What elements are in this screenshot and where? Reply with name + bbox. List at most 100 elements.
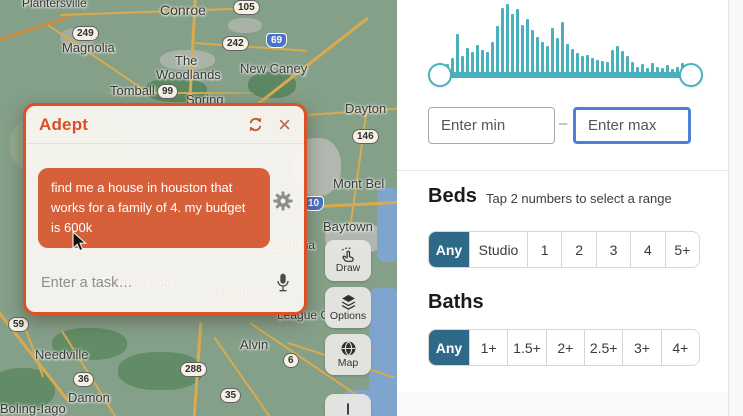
map-place-label: Conroe	[160, 2, 206, 18]
panel-bottom-area	[397, 392, 728, 416]
beds-option-4[interactable]: 4	[631, 232, 666, 267]
map-place-label: Needville	[35, 347, 89, 362]
settings-button[interactable]	[272, 190, 294, 217]
histogram-bar	[561, 22, 564, 72]
gear-icon	[273, 191, 293, 211]
histogram-bar	[511, 14, 514, 72]
baths-option-1plus[interactable]: 1+	[470, 330, 509, 365]
section-divider	[397, 170, 728, 171]
price-range-separator: –	[559, 115, 568, 132]
map-place-label: The	[175, 53, 198, 68]
beds-option-5plus[interactable]: 5+	[665, 232, 699, 267]
histogram-bar	[601, 61, 604, 72]
route-shield-icon: 146	[352, 129, 379, 144]
page-edge-strip	[728, 0, 743, 416]
map-place-label: Baytown	[323, 219, 373, 234]
histogram-bar	[591, 58, 594, 72]
mic-button[interactable]	[275, 272, 291, 294]
histogram-bar	[656, 67, 659, 72]
map-place-label: Plantersville	[22, 0, 87, 10]
task-input[interactable]	[39, 274, 275, 292]
histogram-bar	[501, 8, 504, 72]
globe-icon	[341, 341, 355, 356]
price-min-input[interactable]	[428, 107, 555, 144]
histogram-bar	[616, 46, 619, 72]
beds-option-2[interactable]: 2	[562, 232, 597, 267]
task-input-row	[39, 262, 291, 304]
options-button-label: Options	[329, 309, 367, 322]
mouse-cursor	[72, 231, 87, 252]
map-place-label: Boling-Iago	[0, 401, 66, 416]
histogram-bar	[546, 46, 549, 72]
price-max-input[interactable]	[573, 107, 691, 144]
histogram-bar	[596, 60, 599, 72]
histogram-bar	[471, 52, 474, 72]
close-icon[interactable]: ×	[278, 111, 291, 137]
map-partial-button[interactable]	[325, 394, 371, 416]
route-shield-icon: 99	[157, 84, 179, 99]
beds-group: Any Studio 1 2 3 4 5+	[428, 231, 700, 268]
histogram-bar	[636, 67, 639, 72]
beds-option-any[interactable]: Any	[429, 232, 470, 267]
draw-button-label: Draw	[335, 262, 361, 274]
histogram-bar	[651, 63, 654, 72]
histogram-bar	[456, 34, 459, 72]
baths-option-any[interactable]: Any	[429, 330, 470, 365]
route-shield-icon: 36	[73, 372, 95, 387]
histogram-bar	[626, 56, 629, 72]
histogram-bar	[481, 50, 484, 72]
beds-option-studio[interactable]: Studio	[470, 232, 528, 267]
baths-option-3plus[interactable]: 3+	[623, 330, 662, 365]
water-bay	[377, 188, 397, 262]
histogram-bar	[521, 25, 524, 72]
beds-option-3[interactable]: 3	[596, 232, 632, 267]
partial-tool-icon	[347, 403, 349, 415]
map-road	[349, 104, 369, 226]
baths-option-1-5plus[interactable]: 1.5+	[508, 330, 547, 365]
histogram-bar	[621, 51, 624, 72]
draw-button[interactable]: Draw	[325, 240, 371, 281]
histogram-bar	[631, 62, 634, 72]
route-shield-icon: 249	[72, 26, 99, 41]
map-place-label: New Caney	[240, 61, 308, 76]
histogram-bar	[541, 42, 544, 72]
refresh-button[interactable]	[247, 116, 264, 133]
map-place-label: Dayton	[345, 101, 387, 116]
baths-label: Baths	[428, 291, 484, 313]
map-place-label: Damon	[68, 390, 110, 405]
histogram-bar	[556, 38, 559, 72]
options-button[interactable]: Options	[325, 287, 371, 328]
baths-option-2-5plus[interactable]: 2.5+	[584, 330, 624, 365]
route-shield-icon: 59	[8, 317, 30, 332]
price-slider-handle-max[interactable]	[679, 63, 703, 87]
map-place-label: Woodlands	[156, 67, 221, 82]
interstate-shield-icon: 69	[266, 33, 288, 48]
refresh-icon	[249, 117, 262, 132]
histogram-bar	[641, 64, 644, 72]
histogram-bar	[476, 45, 479, 72]
map-place-label: Magnolia	[62, 40, 115, 55]
histogram-bar	[571, 49, 574, 72]
baths-option-2plus[interactable]: 2+	[546, 330, 585, 365]
histogram-bar	[526, 19, 529, 72]
price-slider-handle-min[interactable]	[428, 63, 452, 87]
map-place-label: Alvin	[240, 337, 269, 352]
beds-option-1[interactable]: 1	[528, 232, 563, 267]
histogram-bar	[671, 69, 674, 72]
filters-panel: – Beds Tap 2 numbers to select a range A…	[397, 0, 728, 416]
route-shield-icon: 288	[180, 362, 207, 377]
baths-option-4plus[interactable]: 4+	[661, 330, 699, 365]
map-road	[105, 92, 255, 94]
histogram-bar	[486, 52, 489, 72]
terrain-patch	[228, 18, 262, 33]
route-shield-icon: 242	[222, 36, 249, 51]
price-slider-track[interactable]	[440, 72, 692, 78]
histogram-bar	[496, 26, 499, 72]
histogram-bar	[661, 68, 664, 72]
draw-hand-icon	[341, 247, 354, 262]
histogram-bar	[451, 58, 454, 72]
map-style-button[interactable]: Map	[325, 334, 371, 375]
histogram-bar	[506, 4, 509, 72]
histogram-bar	[491, 42, 494, 72]
